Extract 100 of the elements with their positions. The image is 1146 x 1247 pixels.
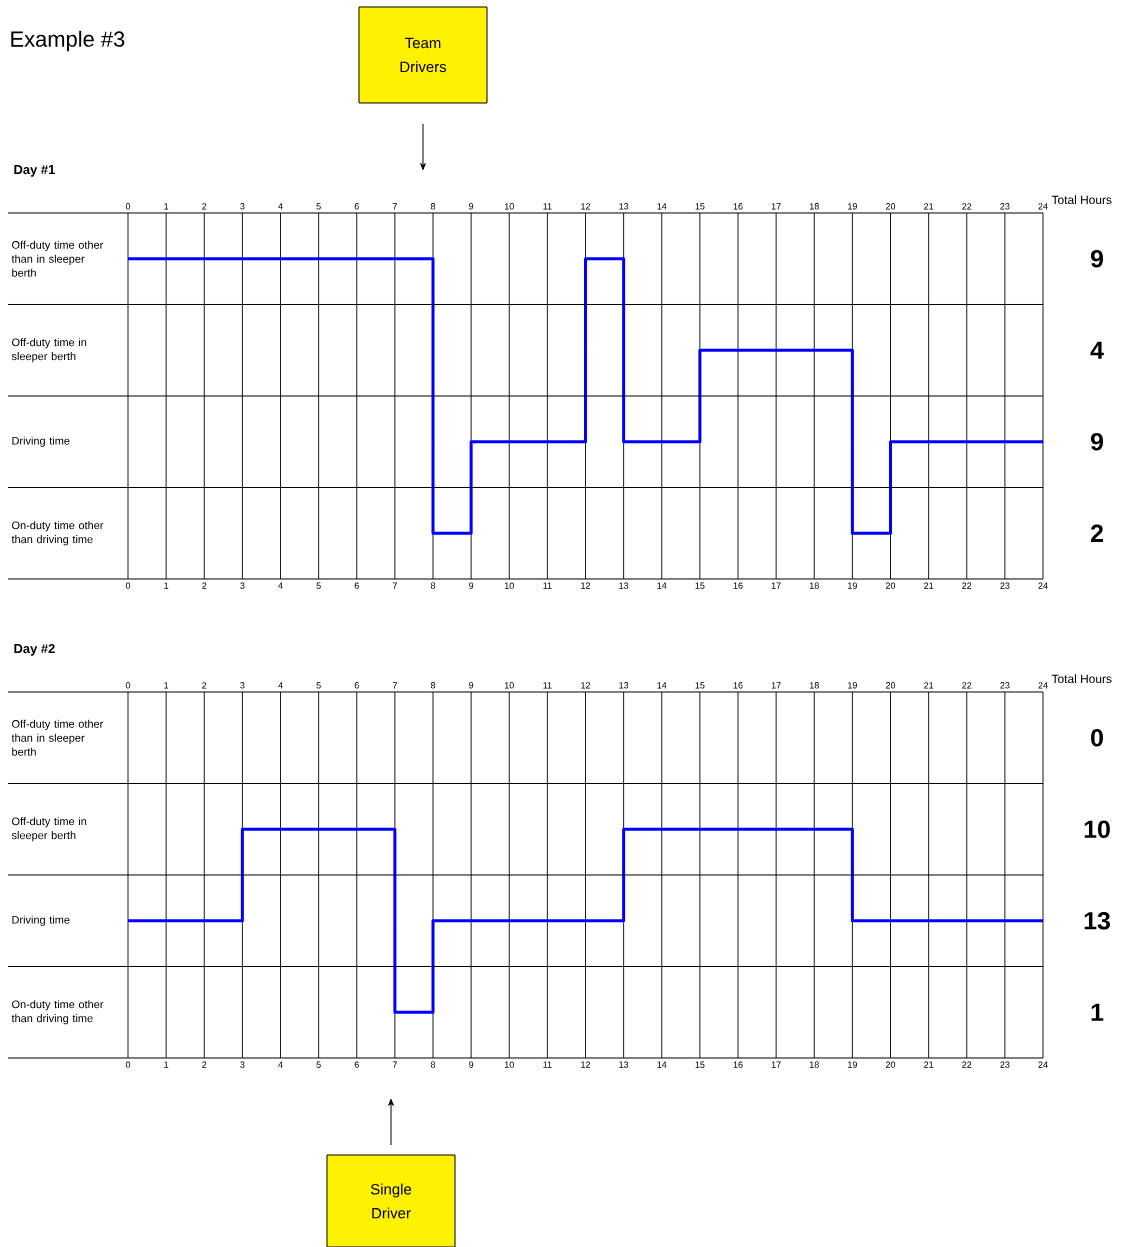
x2-tick-label: 6 [354,203,359,210]
x-tick-label: 14 [657,682,667,689]
x-tick-label: 23 [1000,682,1010,689]
x-tick-label: 9 [469,582,474,589]
x-tick-label: 18 [809,582,819,589]
x2-tick-label: 8 [430,1061,436,1068]
x-tick-label: 22 [962,582,972,589]
x-tick-label: 4 [278,582,283,589]
text: Off-duty time other than in sleeper berth [11,240,104,277]
text: Total Hours [1051,674,1112,684]
x2-tick-label: 7 [392,203,397,210]
x-tick-label: 16 [733,582,743,589]
x-tick-label: 1 [164,582,169,589]
x2-tick-label: 23 [1000,1061,1010,1068]
x-tick-label: 24 [1038,682,1048,689]
x-tick-label: 12 [581,582,591,589]
x-tick-label: 6 [354,682,359,689]
x2-tick-label: 2 [202,1061,207,1068]
x2-tick-label: 10 [504,203,514,210]
x2-tick-label: 14 [657,203,667,210]
text: Off-duty time in sleeper berth [11,817,87,842]
x2-tick-label: 16 [733,1061,743,1068]
x2-tick-label: 5 [316,1061,321,1068]
x2-tick-label: 11 [543,203,552,210]
x-tick-label: 2 [202,582,207,589]
x-tick-label: 20 [885,682,896,689]
x2-tick-label: 9 [469,203,474,210]
text: 10 [1084,820,1110,839]
x2-tick-label: 3 [240,1061,245,1068]
x-tick-label: 12 [581,682,591,689]
x2-tick-label: 15 [695,203,705,210]
x-tick-label: 5 [316,582,321,589]
x2-tick-label: 13 [619,203,629,210]
text: 1 [1091,1003,1104,1021]
x-tick-label: 7 [392,682,397,689]
x2-tick-label: 13 [619,1061,629,1068]
x2-tick-label: 20 [885,1061,896,1068]
x2-tick-label: 4 [278,1061,283,1068]
text: 9 [1090,432,1104,451]
x2-tick-label: 20 [885,203,896,210]
x2-tick-label: 17 [771,1061,781,1068]
x2-tick-label: 24 [1038,1061,1048,1068]
text: Example #3 [11,30,125,52]
x2-tick-label: 1 [164,203,169,210]
x-tick-label: 15 [695,682,705,689]
x2-tick-label: 21 [924,203,934,210]
text: 9 [1090,249,1104,268]
x2-tick-label: 19 [848,1061,857,1068]
x-tick-label: 14 [657,582,667,589]
x-tick-label: 15 [695,582,705,589]
x2-tick-label: 21 [924,1061,934,1068]
x2-tick-label: 19 [848,203,857,210]
x-tick-label: 17 [771,682,781,689]
x-tick-label: 21 [924,582,934,589]
x-tick-label: 11 [543,682,552,689]
x-tick-label: 0 [125,682,131,689]
x-tick-label: 3 [240,582,245,589]
x-tick-label: 16 [733,682,743,689]
text: 0 [1091,728,1103,747]
x2-tick-label: 15 [695,1061,705,1068]
text: Driving time [12,915,70,926]
x2-tick-label: 24 [1038,203,1048,210]
x-tick-label: 10 [504,582,514,589]
x2-tick-label: 22 [962,1061,972,1068]
x2-tick-label: 16 [733,203,743,210]
x2-tick-label: 10 [504,1061,514,1068]
text: On-duty time other than driving time [11,1000,104,1025]
x2-tick-label: 12 [581,203,591,210]
text: Off-duty time other than in sleeper berth [11,719,104,756]
text: Team Drivers [400,37,447,73]
x2-tick-label: 22 [962,203,972,210]
x-tick-label: 21 [924,682,934,689]
x-tick-label: 8 [430,682,436,689]
text: 13 [1084,911,1110,930]
chart-title: Day #2 [14,643,55,656]
x-tick-label: 17 [771,582,781,589]
x-tick-label: 18 [809,682,819,689]
x2-tick-label: 18 [809,203,819,210]
x-tick-label: 5 [316,682,321,689]
x2-tick-label: 6 [354,1061,359,1068]
x-tick-label: 13 [619,582,629,589]
x2-tick-label: 1 [164,1061,169,1068]
x-tick-label: 0 [125,582,131,589]
x-tick-label: 3 [240,682,245,689]
x2-tick-label: 0 [125,203,131,210]
x-tick-label: 11 [543,582,552,589]
x2-tick-label: 2 [202,203,207,210]
x2-tick-label: 18 [809,1061,819,1068]
x-tick-label: 22 [962,682,972,689]
x2-tick-label: 17 [771,203,781,210]
x-tick-label: 10 [504,682,514,689]
text: Single Driver [370,1183,412,1219]
x-tick-label: 19 [848,682,857,689]
x-tick-label: 24 [1038,582,1048,589]
x-tick-label: 1 [164,682,169,689]
x2-tick-label: 9 [469,1061,474,1068]
x2-tick-label: 5 [316,203,321,210]
x2-tick-label: 12 [581,1061,591,1068]
x2-tick-label: 7 [392,1061,397,1068]
text: On-duty time other than driving time [11,521,104,546]
